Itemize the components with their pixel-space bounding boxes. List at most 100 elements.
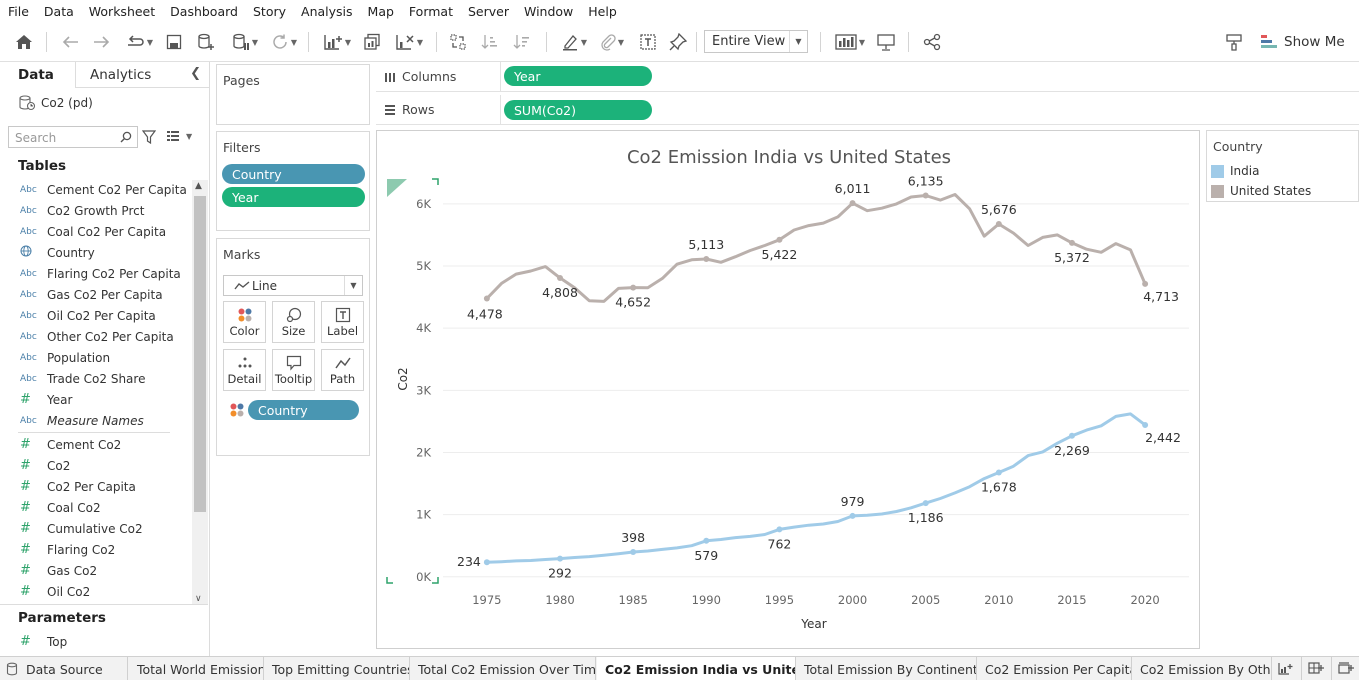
group-members-icon[interactable]: ▼ [594,31,630,53]
tab-co2-emission-per-capita[interactable]: Co2 Emission Per Capita [977,657,1132,680]
menu-help[interactable]: Help [588,3,617,19]
field-gas-co2[interactable]: # Gas Co2 [0,560,192,581]
field-flaring-co2[interactable]: # Flaring Co2 [0,539,192,560]
show-me-button[interactable]: Show Me [1260,30,1345,54]
chart-view[interactable]: Co2 Emission India vs United States 0K 1K… [376,130,1200,649]
point-india-1980[interactable] [557,555,564,562]
scroll-up-icon[interactable]: ▲ [195,181,202,191]
sort-descending-icon[interactable] [510,31,534,53]
marks-size-button[interactable]: Size [272,301,315,343]
filter-pill-country[interactable]: Country [222,164,365,184]
home-icon[interactable] [12,31,36,53]
search-input[interactable]: Search [8,126,138,148]
point-united-states-2015[interactable] [1068,239,1075,246]
point-united-states-2010[interactable] [995,220,1002,227]
mark-type-select[interactable]: Line ▼ [223,275,363,296]
series-line-india[interactable] [485,412,1147,564]
tab-top-emitting-countries[interactable]: Top Emitting Countries [264,657,410,680]
field-flaring-co2-per-capita[interactable]: Abc Flaring Co2 Per Capita [0,263,192,284]
field-gas-co2-per-capita[interactable]: Abc Gas Co2 Per Capita [0,284,192,305]
point-united-states-1990[interactable] [703,255,710,262]
new-dashboard-tab-button[interactable] [1302,657,1332,680]
point-united-states-1985[interactable] [630,284,637,291]
refresh-icon[interactable]: ▼ [266,31,302,53]
tab-co2-emission-by-other[interactable]: Co2 Emission By Other [1132,657,1272,680]
point-india-2005[interactable] [922,500,929,507]
point-india-1990[interactable] [703,537,710,544]
swap-rows-columns-icon[interactable] [446,31,470,53]
point-india-2000[interactable] [849,512,856,519]
point-india-2010[interactable] [995,469,1002,476]
field-co2-per-capita[interactable]: # Co2 Per Capita [0,476,192,497]
tab-total-emission-by-continents[interactable]: Total Emission By Continents [796,657,977,680]
point-united-states-2020[interactable] [1142,280,1149,287]
field-cement-co2-per-capita[interactable]: Abc Cement Co2 Per Capita [0,179,192,200]
menu-file[interactable]: File [8,3,29,19]
point-united-states-1975[interactable] [483,295,490,302]
field-coal-co2-per-capita[interactable]: Abc Coal Co2 Per Capita [0,221,192,242]
field-coal-co2[interactable]: # Coal Co2 [0,497,192,518]
fix-axes-icon[interactable] [666,31,690,53]
point-united-states-1995[interactable] [776,236,783,243]
point-united-states-1980[interactable] [557,274,564,281]
undo-icon[interactable] [58,31,82,53]
series-line-united-states[interactable] [485,193,1147,303]
scrollbar-thumb[interactable] [194,196,206,512]
rows-shelf[interactable]: Rows SUM(Co2) [376,95,1359,125]
menu-analysis[interactable]: Analysis [301,3,353,19]
field-trade-co2-share[interactable]: Abc Trade Co2 Share [0,368,192,389]
point-india-1985[interactable] [630,549,637,556]
color-legend[interactable]: Country India United States [1206,130,1359,202]
replay-icon[interactable]: ▼ [120,31,158,53]
legend-item-united-states[interactable]: United States [1211,184,1311,198]
show-mark-labels-icon[interactable] [636,31,660,53]
marks-tooltip-button[interactable]: Tooltip [272,349,315,391]
tab-total-co2-emission-over-time[interactable]: Total Co2 Emission Over Time [410,657,596,680]
pages-card[interactable]: Pages [216,64,370,125]
fit-select[interactable]: Entire View ▼ [704,30,808,53]
field-list-scrollbar[interactable]: ▲ ∨ [192,180,208,604]
marks-color-button[interactable]: Color [223,301,266,343]
field-cement-co2[interactable]: # Cement Co2 [0,434,192,455]
new-worksheet-tab-button[interactable] [1272,657,1302,680]
save-icon[interactable] [162,31,186,53]
marks-path-button[interactable]: Path [321,349,364,391]
field-year[interactable]: # Year [0,389,192,410]
redo-icon[interactable] [90,31,114,53]
menu-data[interactable]: Data [43,3,74,19]
tab-data-source[interactable]: Data Source [0,657,128,680]
point-india-1995[interactable] [776,526,783,533]
menu-map[interactable]: Map [367,3,394,19]
scroll-down-icon[interactable]: ∨ [195,594,202,604]
format-painter-icon[interactable] [1222,31,1246,53]
point-united-states-2000[interactable] [849,200,856,207]
tab-co2-emission-india-vs-us[interactable]: Co2 Emission India vs United S... [597,657,796,680]
point-united-states-2005[interactable] [922,192,929,199]
tab-total-world-emission[interactable]: Total World Emission [129,657,264,680]
menu-worksheet[interactable]: Worksheet [88,3,156,19]
marks-detail-button[interactable]: Detail [223,349,266,391]
marks-label-button[interactable]: Label [321,301,364,343]
tab-data[interactable]: Data [0,62,76,88]
datasource-item[interactable]: Co2 (pd) [18,95,93,111]
filter-pill-year[interactable]: Year [222,187,365,207]
menu-dashboard[interactable]: Dashboard [170,3,238,19]
menu-window[interactable]: Window [523,3,574,19]
menu-format[interactable]: Format [408,3,453,19]
marks-pill-country[interactable]: Country [248,400,359,420]
field-measure-names[interactable]: Abc Measure Names [0,410,192,431]
sort-ascending-icon[interactable] [478,31,502,53]
field-population[interactable]: Abc Population [0,347,192,368]
new-datasource-icon[interactable] [194,31,218,53]
new-story-tab-button[interactable] [1332,657,1359,680]
new-worksheet-icon[interactable]: ▼ [318,31,356,53]
collapse-pane-icon[interactable]: ❮ [190,66,201,81]
tab-analytics[interactable]: Analytics [90,67,152,83]
filters-card[interactable]: Filters Country Year [216,131,370,231]
highlight-icon[interactable]: ▼ [556,31,592,53]
menu-server[interactable]: Server [467,3,509,19]
columns-pill-year[interactable]: Year [504,66,652,86]
filter-icon[interactable] [142,130,156,144]
menu-story[interactable]: Story [252,3,287,19]
clear-sheet-icon[interactable]: ▼ [390,31,428,53]
